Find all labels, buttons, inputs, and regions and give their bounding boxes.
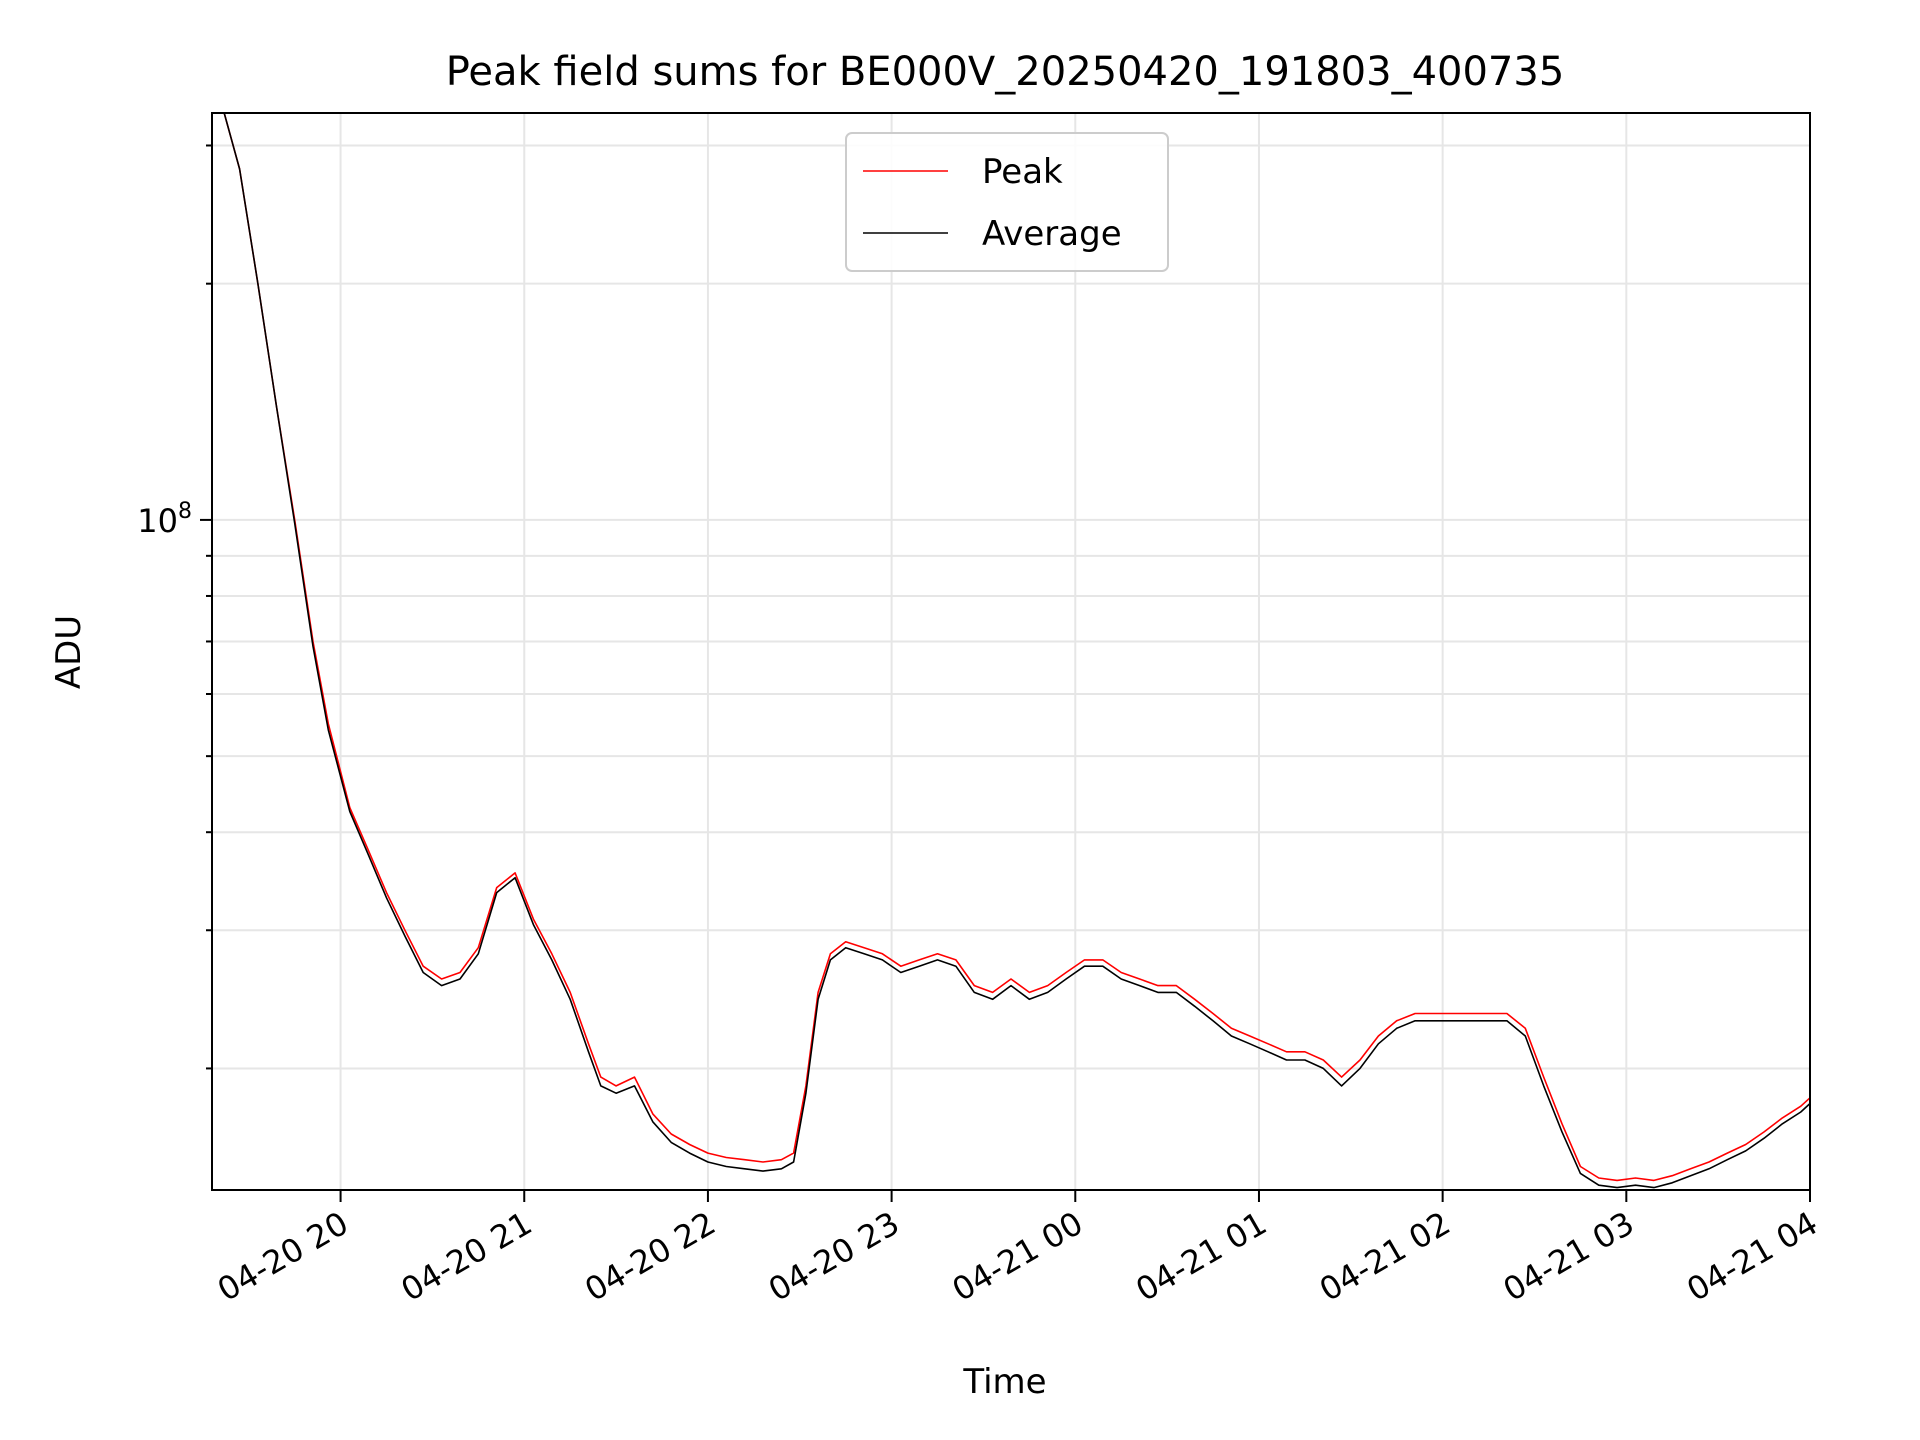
plot-frame — [211, 112, 1811, 1191]
x-axis-label: Time — [962, 1362, 1046, 1402]
legend-box — [845, 132, 1169, 272]
chart-title: Peak field sums for BE000V_20250420_1918… — [446, 49, 1565, 95]
x-tick-label: 04-20 22 — [578, 1204, 722, 1309]
x-axis: 04-20 20 04-20 21 04-20 22 04-20 23 04-21 00… — [211, 1190, 1824, 1309]
grid-lines — [212, 113, 1811, 1190]
x-tick-label: 04-21 00 — [946, 1204, 1090, 1309]
series-line-peak — [212, 113, 1810, 1182]
x-tick-label: 04-21 03 — [1497, 1204, 1641, 1309]
x-tick-label: 04-20 20 — [211, 1204, 355, 1309]
x-tick-label: 04-21 01 — [1129, 1204, 1273, 1309]
x-tick-label: 04-20 21 — [395, 1204, 539, 1309]
y-tick-label: 108 — [137, 499, 192, 540]
y-axis: 108 — [137, 144, 212, 1070]
legend-label-average: Average — [982, 214, 1122, 254]
x-tick-label: 04-21 02 — [1313, 1204, 1457, 1309]
x-tick-label: 04-21 04 — [1680, 1204, 1824, 1309]
series-line-average — [212, 113, 1810, 1189]
plot-lines — [212, 113, 1810, 1189]
y-axis-label: ADU — [49, 615, 89, 689]
legend-label-peak: Peak — [982, 152, 1063, 192]
x-tick-label: 04-20 23 — [762, 1204, 906, 1309]
legend: Peak Average — [845, 132, 1169, 272]
